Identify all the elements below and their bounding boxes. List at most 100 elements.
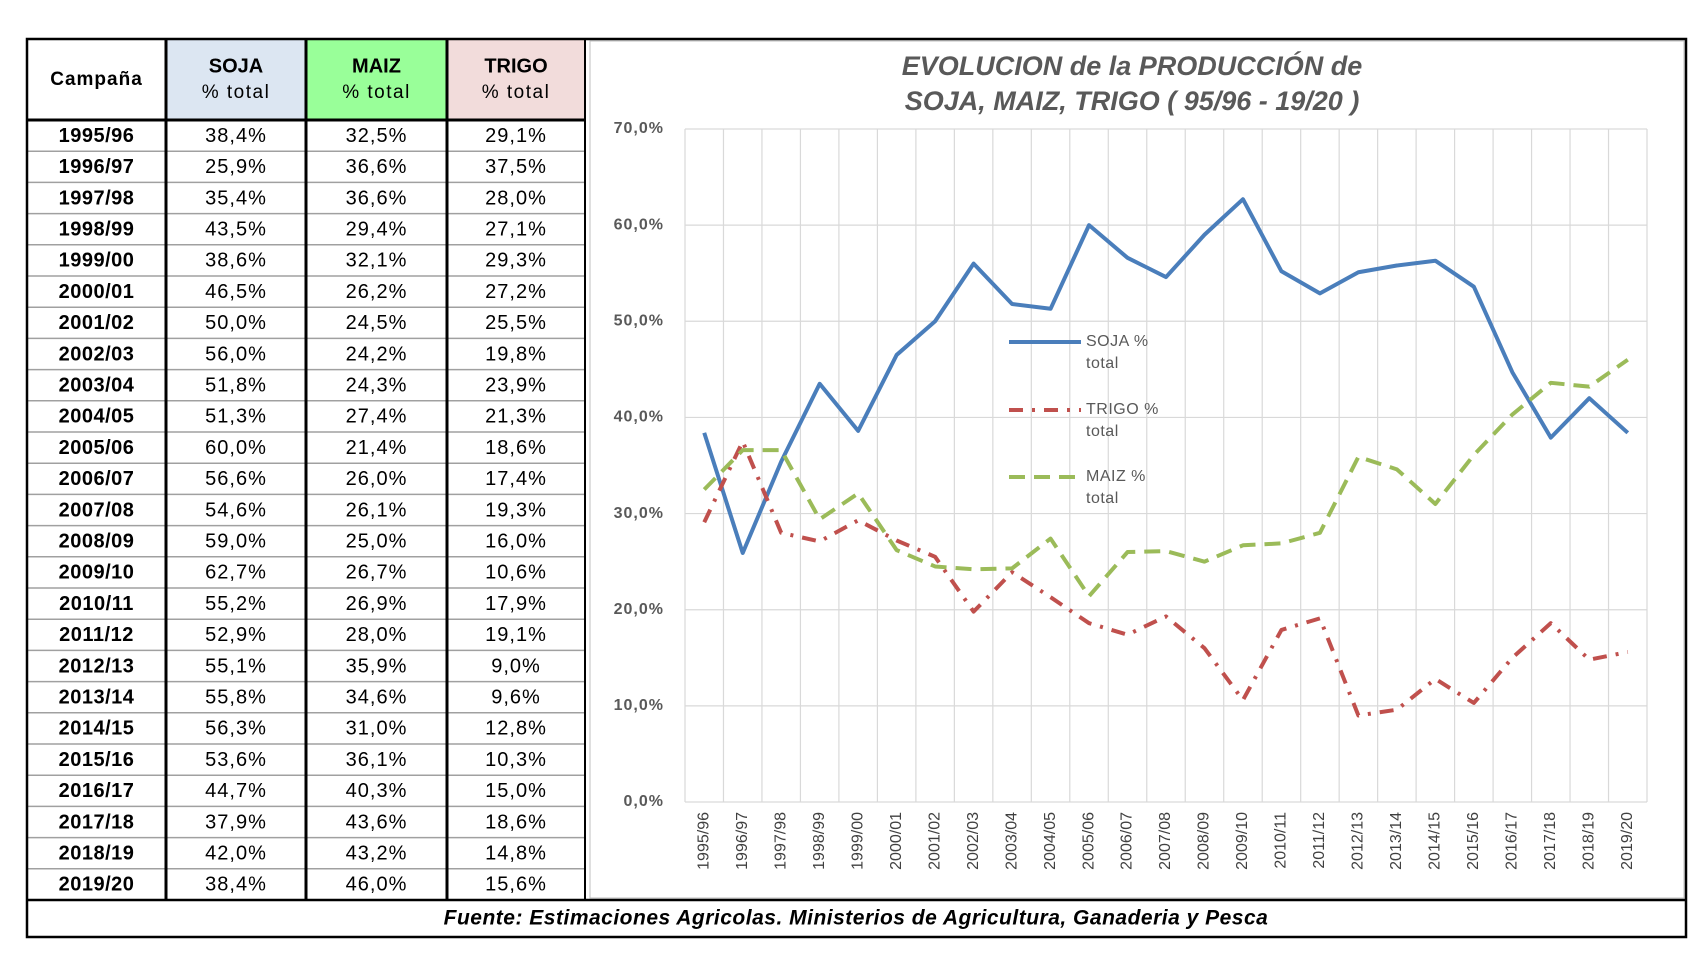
header-sub: % total bbox=[342, 82, 411, 103]
table-cell: 2001/02 bbox=[59, 312, 135, 334]
table-cell: 62,7% bbox=[205, 562, 267, 584]
table-cell: 34,6% bbox=[346, 686, 408, 708]
table-cell: 25,0% bbox=[346, 530, 408, 552]
table-cell: 2018/19 bbox=[59, 842, 135, 864]
table-cell: 28,0% bbox=[346, 624, 408, 646]
legend-label: TRIGO % total bbox=[1086, 401, 1159, 440]
table-cell: 46,0% bbox=[346, 874, 408, 896]
table-cell: 2002/03 bbox=[59, 343, 135, 365]
table-cell: 55,8% bbox=[205, 686, 267, 708]
y-tick-label: 60,0% bbox=[614, 216, 664, 233]
table-cell: 2009/10 bbox=[59, 562, 135, 584]
table-cell: 26,7% bbox=[346, 562, 408, 584]
table-cell: 36,6% bbox=[346, 156, 408, 178]
table-cell: 2015/16 bbox=[59, 749, 135, 771]
table-cell: 52,9% bbox=[205, 624, 267, 646]
table-cell: 60,0% bbox=[205, 437, 267, 459]
table-cell: 2004/05 bbox=[59, 406, 135, 428]
table-cell: 26,2% bbox=[346, 281, 408, 303]
table-cell: 28,0% bbox=[485, 187, 547, 209]
x-tick-label: 2001/02 bbox=[926, 812, 943, 870]
series-line bbox=[702, 197, 1630, 555]
header-cell bbox=[27, 39, 166, 120]
y-tick-label: 40,0% bbox=[614, 409, 664, 426]
y-tick-label: 10,0% bbox=[614, 697, 664, 714]
chart-panel bbox=[589, 40, 1685, 899]
table-cell: 29,4% bbox=[346, 218, 408, 240]
table-cell: 19,8% bbox=[485, 343, 547, 365]
table-cell: 21,3% bbox=[485, 406, 547, 428]
table-cell: 27,1% bbox=[485, 218, 547, 240]
legend-label: SOJA % total bbox=[1086, 333, 1149, 372]
x-tick-label: 2015/16 bbox=[1465, 812, 1482, 870]
table-cell: 29,3% bbox=[485, 250, 547, 272]
table-cell: 24,5% bbox=[346, 312, 408, 334]
x-tick-label: 2012/13 bbox=[1350, 812, 1367, 870]
x-tick-label: 2005/06 bbox=[1080, 812, 1097, 870]
table-cell: 2003/04 bbox=[59, 374, 135, 396]
table-cell: 25,5% bbox=[485, 312, 547, 334]
table-cell: 43,5% bbox=[205, 218, 267, 240]
table-cell: 38,4% bbox=[205, 125, 267, 147]
table-cell: 19,1% bbox=[485, 624, 547, 646]
y-tick-label: 0,0% bbox=[624, 793, 664, 810]
table-cell: 2014/15 bbox=[59, 718, 135, 740]
table-cell: 2017/18 bbox=[59, 811, 135, 833]
table-cell: 53,6% bbox=[205, 749, 267, 771]
table-cell: 56,3% bbox=[205, 718, 267, 740]
table-cell: 2013/14 bbox=[59, 686, 135, 708]
x-tick-label: 2000/01 bbox=[888, 812, 905, 870]
table-cell: 18,6% bbox=[485, 811, 547, 833]
table-cell: 18,6% bbox=[485, 437, 547, 459]
table-cell: 56,6% bbox=[205, 468, 267, 490]
table-cell: 43,2% bbox=[346, 842, 408, 864]
table-cell: 38,4% bbox=[205, 874, 267, 896]
table-cell: 10,6% bbox=[485, 562, 547, 584]
table-cell: 12,8% bbox=[485, 718, 547, 740]
table-cell: 2005/06 bbox=[59, 437, 135, 459]
table-cell: 2010/11 bbox=[59, 593, 134, 615]
y-tick-label: 50,0% bbox=[614, 313, 664, 330]
table-cell: 2016/17 bbox=[59, 780, 135, 802]
x-tick-label: 1999/00 bbox=[849, 812, 866, 870]
table-cell: 1995/96 bbox=[59, 125, 135, 147]
table-cell: 54,6% bbox=[205, 499, 267, 521]
table-cell: 24,3% bbox=[346, 374, 408, 396]
footer: Fuente: Estimaciones Agricolas. Minister… bbox=[444, 907, 1269, 930]
table-cell: 32,5% bbox=[346, 125, 408, 147]
table-cell: 51,3% bbox=[205, 406, 267, 428]
table-cell: 2011/12 bbox=[59, 624, 134, 646]
table-cell: 19,3% bbox=[485, 499, 547, 521]
table-cell: 2008/09 bbox=[59, 530, 135, 552]
y-tick-label: 70,0% bbox=[614, 120, 664, 137]
table-cell: 27,2% bbox=[485, 281, 547, 303]
table-cell: 17,4% bbox=[485, 468, 547, 490]
x-tick-label: 1995/96 bbox=[695, 812, 712, 870]
table-cell: 26,0% bbox=[346, 468, 408, 490]
table-cell: 1998/99 bbox=[59, 218, 135, 240]
table-cell: 2007/08 bbox=[59, 499, 135, 521]
x-tick-label: 1996/97 bbox=[734, 812, 751, 870]
table-cell: 38,6% bbox=[205, 250, 267, 272]
x-tick-label: 2011/12 bbox=[1311, 812, 1328, 869]
table-cell: 9,6% bbox=[491, 686, 541, 708]
x-tick-label: 2003/04 bbox=[1003, 812, 1020, 870]
table-cell: 1999/00 bbox=[59, 250, 135, 272]
x-tick-label: 2004/05 bbox=[1042, 812, 1059, 870]
table-cell: 46,5% bbox=[205, 281, 267, 303]
header-sub: % total bbox=[202, 82, 271, 103]
x-tick-label: 2017/18 bbox=[1542, 812, 1559, 870]
table-cell: 2012/13 bbox=[59, 655, 135, 677]
table-cell: 16,0% bbox=[485, 530, 547, 552]
table-cell: 44,7% bbox=[205, 780, 267, 802]
table-cell: 37,9% bbox=[205, 811, 267, 833]
table-cell: 15,0% bbox=[485, 780, 547, 802]
x-tick-label: 2010/11 bbox=[1273, 812, 1290, 869]
x-tick-label: 2014/15 bbox=[1427, 812, 1444, 870]
table-cell: 17,9% bbox=[485, 593, 547, 615]
x-tick-label: 2006/07 bbox=[1119, 812, 1136, 870]
table-cell: 35,9% bbox=[346, 655, 408, 677]
x-tick-label: 1997/98 bbox=[772, 812, 789, 870]
x-tick-label: 2019/20 bbox=[1619, 812, 1636, 870]
table-cell: 42,0% bbox=[205, 842, 267, 864]
